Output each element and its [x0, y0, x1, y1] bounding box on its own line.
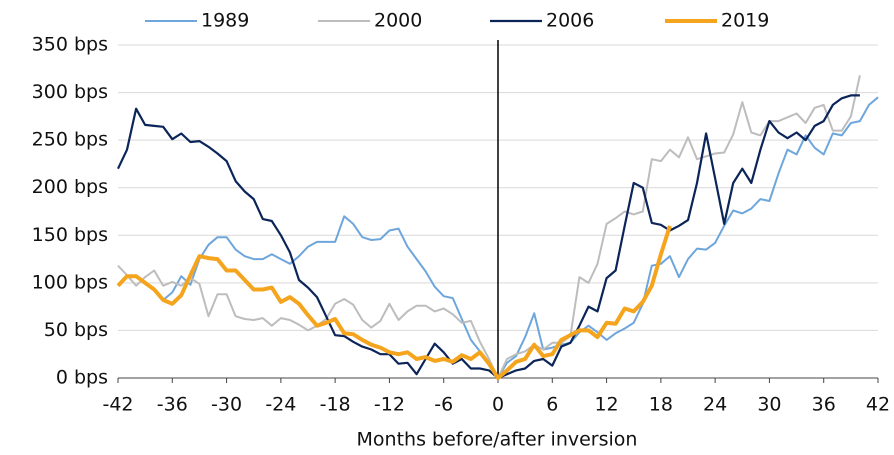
x-tick-label: 24: [703, 394, 727, 416]
series-line: [117, 75, 861, 379]
x-tick-label: 0: [492, 394, 504, 416]
x-tick-label: -12: [374, 394, 405, 416]
y-tick-label: 0 bps: [56, 367, 108, 389]
x-tick-label: -30: [211, 394, 242, 416]
x-tick-label: -36: [157, 394, 188, 416]
x-tick-label: -42: [102, 394, 133, 416]
y-tick-label: 300 bps: [32, 81, 108, 103]
y-tick-label: 200 bps: [32, 176, 108, 198]
legend-label: 2019: [721, 10, 769, 32]
x-tick-label: 36: [812, 394, 836, 416]
y-tick-label: 150 bps: [32, 224, 108, 246]
x-tick-label: 30: [757, 394, 781, 416]
x-tick-label: -18: [320, 394, 351, 416]
series-line: [116, 225, 672, 380]
series-line: [117, 94, 860, 380]
legend-label: 2006: [546, 10, 594, 32]
y-tick-label: 350 bps: [32, 34, 108, 56]
legend-label: 1989: [201, 10, 249, 32]
x-axis-label: Months before/after inversion: [357, 429, 638, 451]
x-tick-label: -6: [434, 394, 453, 416]
legend-label: 2000: [374, 10, 422, 32]
x-tick-label: 42: [866, 394, 890, 416]
x-tick-label: 18: [649, 394, 673, 416]
y-tick-label: 250 bps: [32, 129, 108, 151]
y-tick-label: 50 bps: [44, 319, 108, 341]
x-tick-label: 12: [594, 394, 618, 416]
x-tick-label: -24: [265, 394, 296, 416]
series-line: [162, 96, 879, 379]
y-tick-label: 100 bps: [32, 271, 108, 293]
x-tick-label: 6: [546, 394, 558, 416]
